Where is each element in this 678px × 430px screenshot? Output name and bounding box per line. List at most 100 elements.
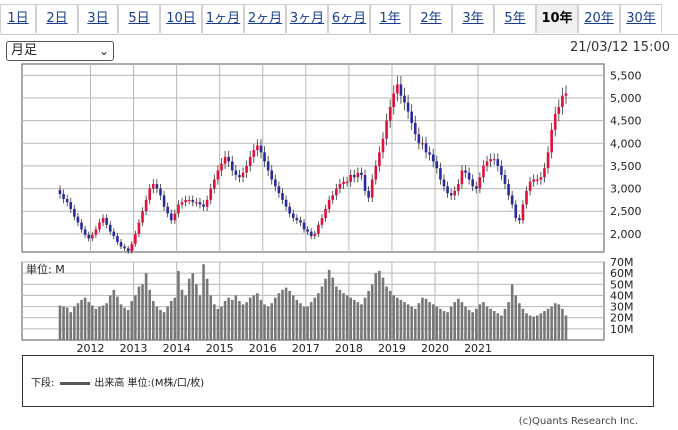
volume-bar (496, 313, 500, 340)
candle-body (342, 181, 345, 185)
volume-bar (281, 289, 284, 340)
volume-bar (166, 306, 169, 340)
tab-3[interactable]: 3日 (78, 4, 118, 33)
tab-10[interactable]: 1年 (370, 4, 410, 33)
candle-body (202, 204, 205, 207)
volume-bar (442, 311, 446, 340)
tab-14[interactable]: 10年 (536, 4, 578, 33)
candle-body (521, 204, 525, 221)
tab-8[interactable]: 3ヶ月 (286, 4, 328, 33)
volume-bar (223, 301, 227, 340)
volume-bar (256, 293, 259, 340)
candle-body (94, 229, 98, 235)
volume-bar (492, 311, 496, 340)
candle-body (446, 186, 449, 194)
tab-2[interactable]: 2日 (36, 4, 78, 33)
x-tick-label: 2019 (378, 342, 406, 352)
tab-11[interactable]: 2年 (410, 4, 452, 33)
candle-body (349, 174, 352, 182)
volume-tick-label: 40M (610, 289, 634, 302)
candle-body (144, 199, 148, 212)
tab-12[interactable]: 3年 (452, 4, 494, 33)
volume-bar (266, 306, 270, 340)
volume-bar (288, 290, 291, 340)
volume-bar (363, 297, 367, 340)
volume-bar (299, 303, 302, 340)
candle-body (270, 170, 274, 180)
period-select[interactable]: 月足 ⌄ (6, 41, 114, 61)
volume-bar (180, 289, 184, 340)
volume-panel (21, 261, 605, 341)
tab-16[interactable]: 30年 (620, 4, 662, 33)
candle-body (306, 229, 309, 232)
volume-bar (69, 312, 73, 340)
volume-bar (90, 305, 94, 340)
price-tick-label: 4,000 (610, 137, 642, 150)
candle-body (148, 188, 152, 200)
volume-bar (213, 304, 216, 340)
volume-bar (507, 302, 510, 340)
candle-body (360, 172, 363, 175)
tab-9[interactable]: 6ヶ月 (328, 4, 370, 33)
volume-bar (216, 308, 220, 340)
tab-5[interactable]: 10日 (160, 4, 202, 33)
candle-body (234, 170, 238, 175)
candle-body (130, 243, 134, 252)
volume-bar (510, 284, 514, 340)
candle-body (428, 152, 431, 155)
candle-body (152, 184, 155, 189)
tab-13[interactable]: 5年 (494, 4, 536, 33)
candle-body (320, 218, 324, 225)
volume-bar (345, 295, 349, 340)
candle-body (159, 188, 162, 196)
candle-body (302, 222, 306, 230)
volume-bar (474, 308, 478, 340)
tab-15[interactable]: 20年 (578, 4, 620, 33)
volume-bar (431, 304, 435, 340)
candle-body (291, 213, 295, 219)
candle-body (442, 179, 446, 187)
candle-body (101, 218, 105, 223)
volume-bar (356, 302, 360, 340)
candle-body (338, 184, 342, 189)
volume-bar (399, 299, 403, 340)
x-tick-label: 2021 (464, 342, 492, 352)
candle-body (435, 161, 439, 169)
volume-bar (144, 273, 148, 340)
candle-body (367, 190, 370, 198)
volume-bar (126, 309, 130, 340)
legend-row: 下段: 出来高 単位:(M株/口/枚) (31, 374, 204, 389)
volume-bar (342, 293, 345, 340)
candle-body (112, 231, 116, 237)
candle-body (166, 206, 169, 214)
candle-body (532, 179, 536, 182)
candle-body (403, 95, 406, 103)
tab-1[interactable]: 1日 (0, 4, 36, 33)
volume-bar (388, 290, 392, 340)
tab-7[interactable]: 2ヶ月 (244, 4, 286, 33)
volume-bar (87, 302, 91, 340)
volume-bar (457, 298, 460, 340)
volume-bar (374, 273, 378, 340)
volume-tick-label: 70M (610, 256, 634, 269)
candle-body (259, 145, 263, 153)
volume-bar (137, 286, 141, 340)
volume-bar (248, 297, 252, 340)
volume-bar (152, 301, 155, 340)
candle-body (245, 165, 248, 173)
volume-bar (532, 316, 536, 340)
chevron-down-icon: ⌄ (98, 44, 109, 58)
volume-bar (370, 284, 374, 340)
x-tick-label: 2015 (206, 342, 234, 352)
volume-bar (417, 303, 421, 340)
candle-body (162, 195, 166, 207)
candle-body (335, 188, 338, 196)
tab-6[interactable]: 1ヶ月 (202, 4, 244, 33)
volume-bar (274, 297, 277, 340)
price-tick-label: 5,000 (610, 92, 642, 105)
price-tick-label: 4,500 (610, 115, 642, 128)
candle-body (528, 181, 532, 191)
candle-body (116, 236, 119, 243)
volume-bar (263, 304, 266, 340)
tab-4[interactable]: 5日 (118, 4, 160, 33)
